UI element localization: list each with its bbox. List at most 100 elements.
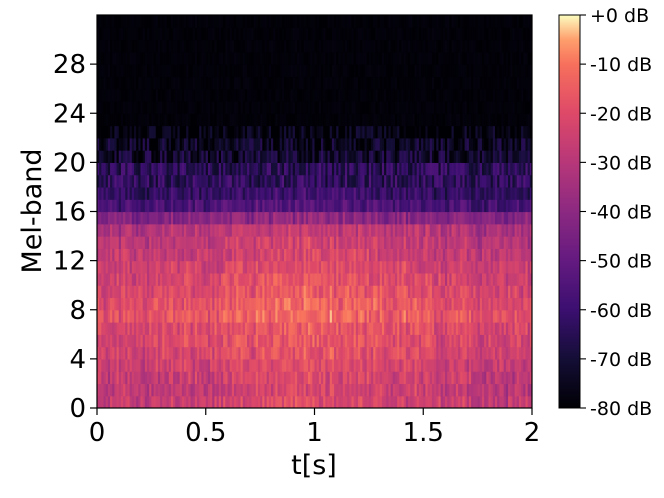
heatmap-cell: [292, 39, 296, 53]
heatmap-cell: [353, 64, 357, 78]
heatmap-cell: [216, 125, 220, 139]
heatmap-cell: [412, 272, 416, 286]
heatmap-cell: [181, 358, 185, 372]
heatmap-cell: [247, 125, 250, 139]
heatmap-cell: [273, 162, 276, 176]
heatmap-cell: [392, 383, 396, 397]
heatmap-cell: [192, 174, 196, 188]
heatmap-cell: [414, 125, 418, 139]
heatmap-cell: [192, 150, 196, 163]
heatmap-cell: [249, 322, 253, 335]
heatmap-cell: [99, 125, 102, 139]
heatmap-cell: [242, 162, 246, 176]
heatmap-cell: [268, 211, 272, 225]
heatmap-cell: [336, 297, 340, 311]
heatmap-cell: [234, 125, 237, 139]
heatmap-cell: [173, 383, 176, 397]
heatmap-cell: [103, 64, 107, 78]
heatmap-cell: [212, 272, 216, 286]
heatmap-cell: [403, 346, 407, 360]
heatmap-cell: [175, 358, 179, 372]
heatmap-cell: [112, 260, 115, 274]
heatmap-cell: [316, 100, 320, 114]
heatmap-cell: [192, 272, 196, 286]
heatmap-cell: [162, 371, 166, 385]
heatmap-cell: [201, 358, 205, 372]
heatmap-cell: [162, 236, 166, 249]
heatmap-cell: [403, 223, 407, 237]
heatmap-cell: [331, 223, 335, 237]
heatmap-cell: [255, 174, 259, 188]
heatmap-cell: [340, 211, 344, 225]
heatmap-cell: [312, 162, 316, 176]
heatmap-cell: [412, 285, 416, 299]
heatmap-cell: [412, 27, 416, 41]
heatmap-cell: [179, 199, 183, 213]
heatmap-cell: [136, 322, 139, 335]
heatmap-cell: [214, 125, 218, 139]
heatmap-cell: [362, 199, 366, 213]
heatmap-cell: [412, 125, 416, 139]
heatmap-cell: [157, 297, 161, 311]
heatmap-cell: [201, 223, 205, 237]
heatmap-cell: [238, 260, 242, 274]
heatmap-cell: [301, 260, 305, 274]
heatmap-cell: [177, 150, 181, 163]
heatmap-cell: [401, 248, 405, 262]
heatmap-cell: [177, 322, 181, 335]
heatmap-cell: [342, 39, 346, 53]
heatmap-cell: [318, 285, 322, 299]
heatmap-cell: [257, 15, 261, 28]
heatmap-cell: [127, 113, 131, 127]
heatmap-cell: [386, 137, 390, 151]
heatmap-cell: [273, 223, 276, 237]
heatmap-cell: [397, 27, 400, 41]
heatmap-cell: [197, 211, 200, 225]
heatmap-cell: [170, 272, 174, 286]
heatmap-cell: [129, 15, 133, 28]
heatmap-cell: [103, 51, 107, 65]
heatmap-cell: [188, 125, 192, 139]
heatmap-cell: [192, 51, 196, 65]
heatmap-cell: [214, 211, 218, 225]
heatmap-cell: [184, 76, 187, 90]
heatmap-cell: [325, 272, 329, 286]
heatmap-cell: [144, 186, 148, 200]
heatmap-cell: [347, 371, 350, 385]
heatmap-cell: [418, 322, 422, 335]
heatmap-cell: [418, 64, 422, 78]
heatmap-cell: [205, 199, 209, 213]
heatmap-cell: [147, 113, 150, 127]
heatmap-cell: [110, 334, 113, 348]
heatmap-cell: [157, 395, 161, 408]
heatmap-cell: [281, 113, 285, 127]
heatmap-cell: [368, 223, 372, 237]
heatmap-cell: [105, 395, 109, 408]
heatmap-cell: [408, 236, 411, 249]
heatmap-cell: [210, 236, 213, 249]
heatmap-cell: [210, 186, 213, 200]
heatmap-cell: [203, 395, 207, 408]
heatmap-cell: [160, 125, 163, 139]
heatmap-cell: [288, 383, 292, 397]
heatmap-cell: [284, 346, 287, 360]
heatmap-cell: [225, 150, 229, 163]
heatmap-cell: [231, 64, 235, 78]
heatmap-cell: [390, 186, 394, 200]
heatmap-cell: [186, 346, 189, 360]
heatmap-cell: [349, 76, 353, 90]
heatmap-cell: [168, 51, 172, 65]
heatmap-cell: [194, 309, 198, 323]
heatmap-cell: [155, 223, 159, 237]
heatmap-cell: [414, 27, 418, 41]
heatmap-cell: [201, 39, 205, 53]
heatmap-cell: [375, 162, 379, 176]
heatmap-cell: [173, 174, 176, 188]
heatmap-cell: [271, 199, 274, 213]
heatmap-cell: [277, 137, 281, 151]
heatmap-cell: [199, 358, 202, 372]
heatmap-cell: [362, 309, 366, 323]
heatmap-cell: [368, 383, 372, 397]
heatmap-cell: [144, 15, 148, 28]
heatmap-cell: [381, 322, 385, 335]
